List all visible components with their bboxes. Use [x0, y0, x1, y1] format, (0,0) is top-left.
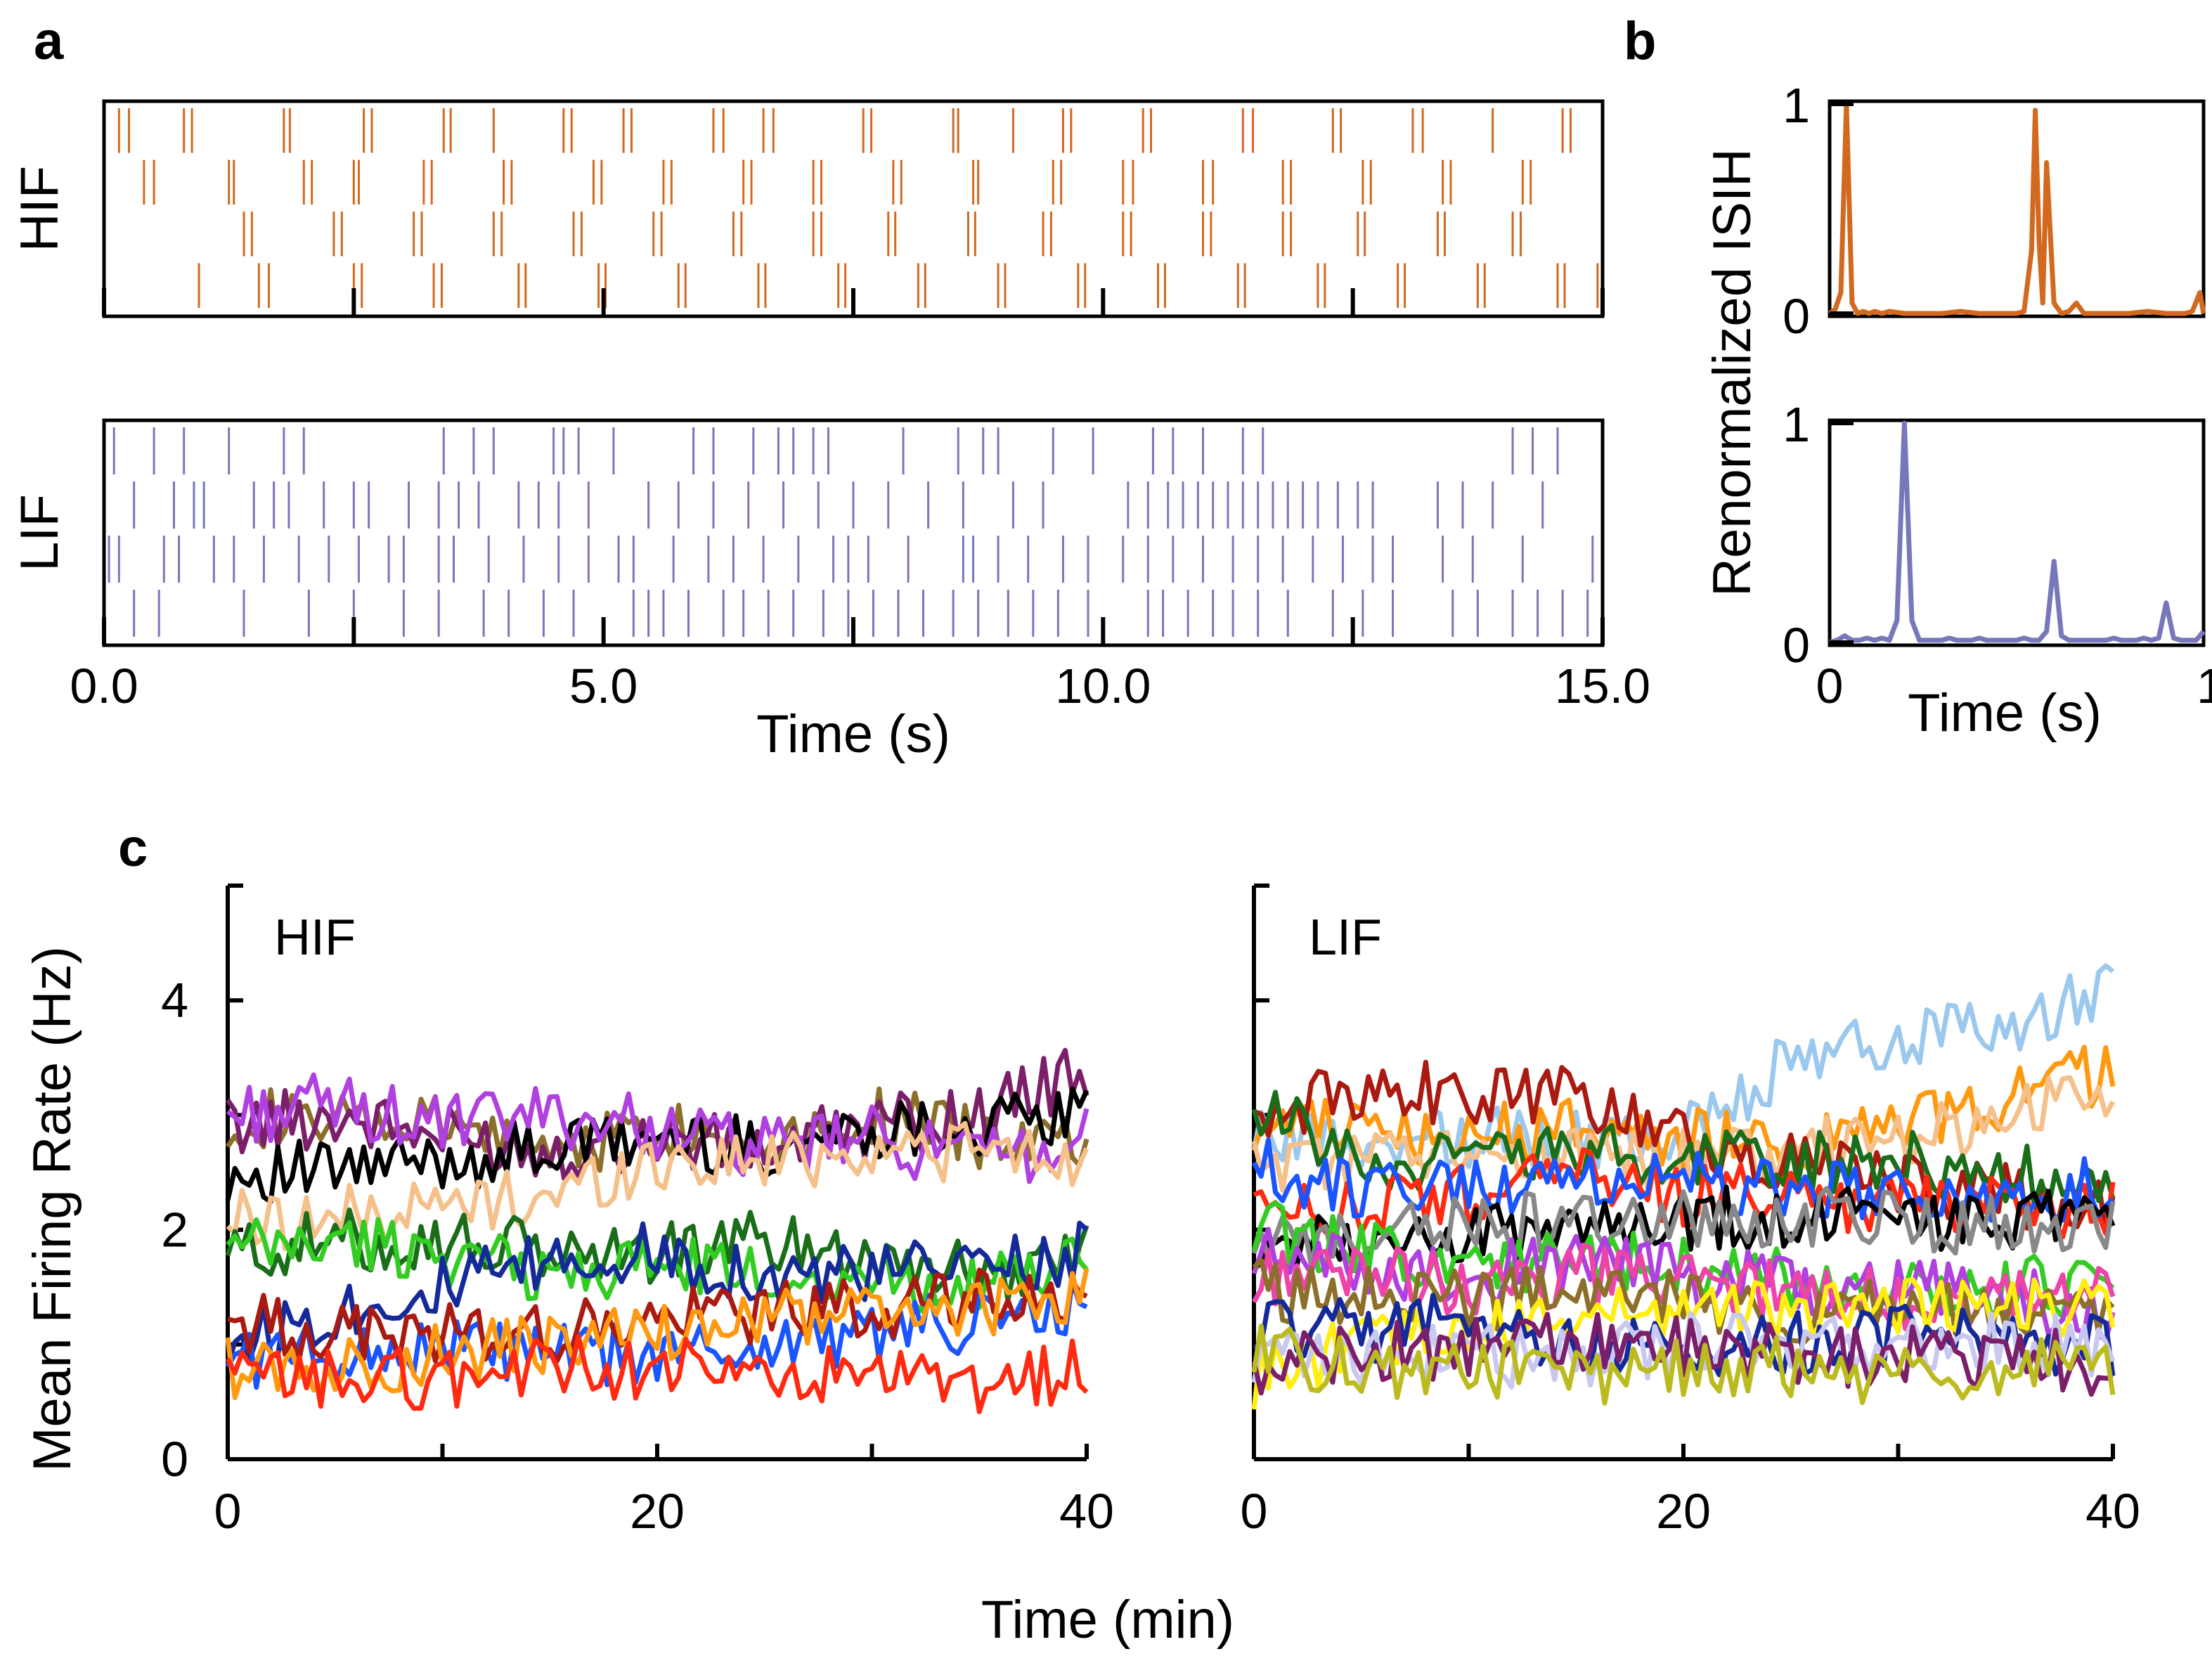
raster-spikes-hif — [117, 108, 1599, 308]
rate-x-tick-label-1-2: 40 — [2085, 1484, 2140, 1539]
raster-x-tick-label-3: 15.0 — [1555, 659, 1650, 713]
raster-frame-hif — [102, 99, 1605, 318]
isih-frame-hif — [1828, 99, 2206, 318]
rate-series — [225, 963, 2116, 1414]
rate-series-lif-2 — [1251, 1075, 2116, 1193]
rate-series-hif-3 — [226, 1072, 1089, 1184]
rate-series-lif-9 — [1251, 1200, 2115, 1320]
rate-y-tick-label-1: 2 — [161, 1203, 188, 1257]
isih-y-tick-label-top-0: 1 — [1783, 78, 1810, 133]
rate-y-axis-title: Mean Firing Rate (Hz) — [22, 946, 82, 1472]
raster-x-tick-label-1: 5.0 — [569, 659, 638, 713]
raster-x-tick-label-2: 10.0 — [1055, 659, 1151, 713]
rate-series-lif-13 — [1251, 1276, 2116, 1410]
isih-frame-lif — [1828, 418, 2206, 647]
rate-series-hif-4 — [226, 1120, 1089, 1252]
rate-series-lif-8 — [1251, 1186, 2116, 1269]
raster-group-label-lif: LIF — [10, 494, 70, 571]
isih-series — [1828, 101, 2206, 645]
rate-series-hif-11 — [225, 1333, 1089, 1414]
raster-x-tick-labels: 0.0 5.0 10.0 15.0 — [70, 659, 1650, 713]
rate-series-lif-6 — [1251, 1137, 2115, 1223]
panel-a-raster: HIF LIF 0.0 5.0 10.0 15.0 Time (s) — [10, 99, 1650, 764]
rate-y-tick-label-2: 4 — [161, 973, 188, 1028]
raster-frame-lif — [102, 418, 1605, 647]
rate-x-tick-label-0-0: 0 — [214, 1484, 242, 1539]
rate-subplot-label-lif: LIF — [1309, 910, 1382, 966]
rate-x-tick-label-1-1: 20 — [1656, 1484, 1711, 1539]
panel-letter-b: b — [1624, 11, 1656, 71]
rate-series-hif-9 — [227, 1267, 1088, 1364]
rate-x-tick-label-1-0: 0 — [1241, 1484, 1268, 1539]
rate-subplot-label-hif: HIF — [274, 910, 356, 966]
isih-y-tick-label-top-1: 1 — [1783, 397, 1810, 452]
raster-x-axis-title: Time (s) — [756, 704, 950, 764]
panel-letter-a: a — [34, 11, 64, 71]
raster-minor-ticks — [102, 288, 1605, 645]
rate-series-lif-4 — [1251, 1089, 2116, 1210]
isih-x-tick-label-1: 1 — [2197, 659, 2212, 713]
raster-x-tick-label-0: 0.0 — [70, 659, 138, 713]
rate-x-axis-title: Time (min) — [981, 1590, 1234, 1650]
rate-x-tick-label-0-1: 20 — [630, 1484, 685, 1539]
rate-y-tick-label-0: 0 — [161, 1432, 188, 1487]
rate-x-tick-label-0-2: 40 — [1059, 1484, 1114, 1539]
rate-series-lif-17 — [1251, 1324, 2116, 1406]
isih-line-0 — [1828, 101, 2206, 316]
rate-series-lif-16 — [1251, 1312, 2114, 1397]
panel-letter-c: c — [118, 818, 148, 878]
isih-y-tick-labels: 1 0 1 0 — [1783, 78, 1810, 673]
isih-x-tick-label-0: 0 — [1816, 659, 1844, 713]
raster-group-label-hif: HIF — [10, 166, 70, 252]
isih-y-axis-title: Renormalized ISIH — [1702, 148, 1762, 597]
isih-x-axis-title: Time (s) — [1908, 683, 2102, 743]
rate-series-hif-8 — [225, 1278, 1088, 1390]
isih-line-1 — [1829, 420, 2206, 645]
isih-y-tick-label-bottom-1: 0 — [1783, 618, 1810, 673]
isih-y-tick-label-bottom-0: 0 — [1783, 289, 1810, 344]
raster-spikes-lif — [108, 427, 1594, 637]
